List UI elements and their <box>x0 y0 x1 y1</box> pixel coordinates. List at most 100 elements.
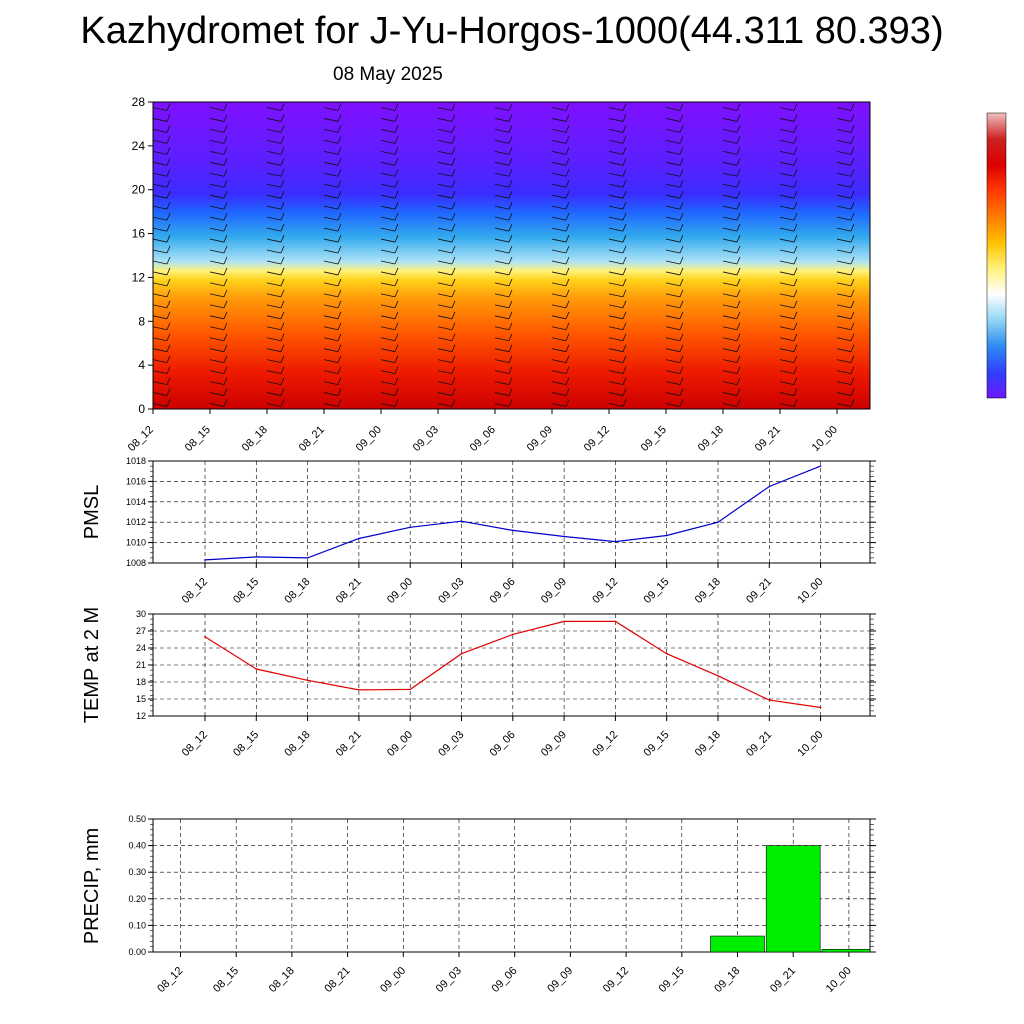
wind-barb-flag <box>850 114 855 122</box>
wind-barb <box>437 249 453 254</box>
data-point <box>563 620 565 623</box>
data-point <box>717 521 719 523</box>
wind-barb <box>551 227 567 232</box>
wind-barb-flag <box>565 311 570 319</box>
wind-barb-flag <box>394 202 399 210</box>
data-point <box>306 557 309 559</box>
wind-barb <box>323 348 339 353</box>
wind-barb-flag <box>223 311 228 319</box>
wind-barb-flag <box>394 388 399 396</box>
wind-barb-flag <box>736 388 741 396</box>
wind-barb-flag <box>736 158 741 166</box>
wind-barb-flag <box>679 136 684 144</box>
wind-barb <box>551 359 567 364</box>
x-tick-label: 08_21 <box>334 729 364 759</box>
wind-barb-flag <box>166 355 171 363</box>
wind-barb <box>779 172 795 177</box>
wind-barb <box>437 348 453 353</box>
wind-barb-flag <box>508 136 513 144</box>
wind-barb-flag <box>451 289 456 298</box>
wind-barb <box>608 249 624 254</box>
wind-barb-flag <box>166 267 171 276</box>
wind-barb-flag <box>394 223 399 232</box>
wind-barb <box>665 403 681 407</box>
data-point <box>204 559 206 561</box>
wind-barb <box>722 216 738 221</box>
wind-barb <box>209 293 225 298</box>
x-tick-label: 09_21 <box>753 424 783 454</box>
wind-barb-flag <box>793 234 798 243</box>
wind-barb-flag <box>394 289 399 298</box>
wind-barb-flag <box>337 125 342 133</box>
wind-barb <box>266 150 282 155</box>
wind-barb <box>209 326 225 331</box>
wind-barb <box>152 370 168 375</box>
wind-barb-flag <box>280 169 285 177</box>
wind-barb <box>608 260 624 265</box>
wind-barb <box>380 304 396 309</box>
y-tick-label: 1018 <box>126 456 146 466</box>
wind-barb-flag <box>508 245 513 254</box>
wind-barb <box>437 205 453 210</box>
wind-barb-flag <box>166 399 171 407</box>
wind-barb <box>551 183 567 188</box>
wind-barb-flag <box>622 311 627 319</box>
wind-barb-flag <box>394 300 399 308</box>
wind-barb <box>836 249 852 254</box>
wind-barb-flag <box>337 223 342 232</box>
wind-barb <box>551 315 567 320</box>
wind-barb-flag <box>280 333 285 341</box>
wind-barb-flag <box>508 125 513 133</box>
wind-barb-flag <box>736 169 741 177</box>
wind-barb-flag <box>166 377 171 385</box>
wind-barb-flag <box>223 388 228 396</box>
colorbar <box>986 112 1007 399</box>
wind-barb <box>494 139 510 144</box>
wind-barb <box>665 172 681 177</box>
wind-barb <box>437 337 453 342</box>
x-tick-label: 08_12 <box>180 729 210 759</box>
x-tick-label: 09_18 <box>693 729 723 759</box>
wind-barb-flag <box>337 103 342 111</box>
data-point <box>563 535 565 538</box>
wind-barb <box>323 139 339 144</box>
precip-bar <box>821 949 871 953</box>
wind-barb <box>380 315 396 320</box>
wind-barb <box>209 172 225 177</box>
wind-barb-flag <box>508 333 513 341</box>
wind-barb <box>722 381 738 385</box>
wind-barb <box>608 359 624 364</box>
x-tick-label: 08_12 <box>126 424 156 454</box>
wind-barb <box>836 315 852 320</box>
data-point <box>768 699 771 701</box>
wind-barb-flag <box>337 147 342 155</box>
wind-barb-flag <box>850 366 855 374</box>
wind-barb <box>152 293 168 298</box>
wind-barb-flag <box>223 180 228 188</box>
wind-barb-flag <box>166 180 171 188</box>
wind-barb <box>665 337 681 342</box>
wind-barb-flag <box>679 103 684 111</box>
data-point <box>665 534 668 537</box>
wind-barb <box>779 370 795 375</box>
x-tick-label: 08_15 <box>231 576 261 606</box>
wind-barb <box>266 238 282 243</box>
wind-barb-flag <box>850 103 855 111</box>
data-point <box>255 556 258 558</box>
wind-barb <box>608 194 624 199</box>
wind-barb <box>608 129 624 133</box>
wind-barb <box>152 260 168 265</box>
wind-barb <box>665 194 681 199</box>
wind-barb <box>836 271 852 276</box>
wind-barb <box>608 227 624 232</box>
wind-barb-flag <box>508 158 513 166</box>
wind-barb-flag <box>280 212 285 221</box>
data-point <box>614 540 617 543</box>
wind-barb-flag <box>280 202 285 210</box>
x-tick-label: 09_03 <box>436 729 466 759</box>
wind-barb <box>722 205 738 210</box>
y-tick-label: 1012 <box>126 517 146 527</box>
wind-barb-flag <box>223 355 228 363</box>
wind-barb-flag <box>508 234 513 243</box>
wind-barb-flag <box>166 103 171 111</box>
